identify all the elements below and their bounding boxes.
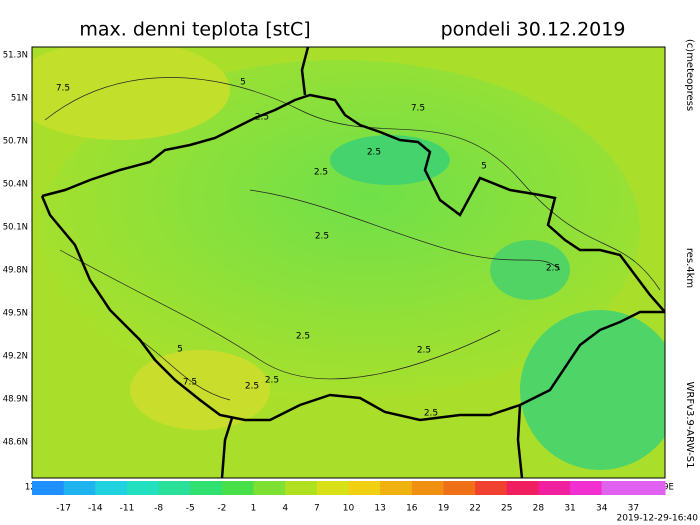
colorbar-segment	[538, 481, 571, 495]
lat-label: 50.4N	[3, 180, 28, 190]
contour-label: 2.5	[255, 113, 269, 123]
contour	[249, 189, 561, 271]
border	[40, 195, 665, 422]
map	[32, 47, 665, 478]
model: WRFv3.9-ARW-S1	[684, 382, 695, 469]
resolution: res.4km	[684, 248, 695, 288]
contour-label: 7.5	[411, 104, 425, 114]
lat-label: 49.8N	[3, 266, 28, 276]
colorbar-segment	[63, 481, 96, 495]
colorbar-label: 31	[564, 504, 575, 514]
colorbar-label: 1	[251, 504, 257, 514]
contour	[59, 249, 501, 380]
colorbar-label: 13	[374, 504, 385, 514]
colorbar-label: 19	[438, 504, 450, 514]
contour-label: 5	[240, 78, 246, 88]
map-frame	[31, 46, 666, 479]
contour-label: 2.5	[546, 264, 560, 274]
contour-label: 2.5	[265, 376, 279, 386]
border	[300, 47, 310, 96]
colorbar-segment	[570, 481, 603, 495]
colorbar-label: 34	[596, 504, 608, 514]
colorbar-segment	[95, 481, 128, 495]
contour-label: 2.5	[296, 332, 310, 342]
contour	[44, 77, 661, 291]
colorbar-segment	[443, 481, 476, 495]
colorbar-segment	[506, 481, 539, 495]
contour-label: 2.5	[245, 382, 259, 392]
contour-label: 5	[177, 345, 183, 355]
colorbar-segment	[126, 481, 160, 495]
colorbar-label: -14	[88, 504, 103, 514]
colorbar-label: 7	[314, 504, 320, 514]
colorbar-label: 25	[501, 504, 512, 514]
colorbar-label: 4	[282, 504, 288, 514]
contour-label: 2.5	[424, 409, 438, 419]
contour-label: 2.5	[314, 168, 328, 178]
colorbar-label: -5	[186, 504, 195, 514]
border	[516, 404, 524, 478]
temp-field	[32, 47, 230, 140]
temp-field	[490, 240, 570, 300]
colorbar-segment	[190, 481, 223, 495]
temp-field	[330, 135, 450, 185]
colorbar-segment	[32, 481, 65, 495]
contour-label: 7.5	[56, 84, 70, 94]
colorbar-segment	[158, 481, 191, 495]
colorbar-segment	[253, 481, 286, 495]
colorbar-segment	[285, 481, 318, 495]
contour-label: 2.5	[417, 346, 431, 356]
lat-label: 48.9N	[3, 395, 28, 405]
colorbar-label: 37	[628, 504, 639, 514]
lat-label: 48.6N	[3, 438, 28, 448]
date: pondeli 30.12.2019	[441, 19, 626, 41]
lat-label: 50.1N	[3, 223, 28, 233]
timestamp: 2019-12-29-16:40	[617, 514, 699, 524]
colorbar-segment	[601, 481, 634, 495]
colorbar-label: -2	[217, 504, 226, 514]
lat-label: 49.2N	[3, 352, 28, 362]
colorbar-label: 16	[406, 504, 418, 514]
contour-label: 2.5	[315, 232, 329, 242]
colorbar-segment	[411, 481, 444, 495]
lat-label: 51.3N	[3, 51, 28, 61]
lat-label: 49.5N	[3, 309, 28, 319]
copyright: (c)meteopress	[684, 39, 695, 111]
colorbar-label: -17	[56, 504, 71, 514]
border	[41, 93, 665, 313]
colorbar-segment	[221, 481, 255, 495]
colorbar-segment	[380, 481, 413, 495]
border	[220, 417, 234, 478]
contour-label: 5	[481, 162, 487, 172]
temp-field	[520, 310, 665, 470]
colorbar-label: 10	[343, 504, 355, 514]
colorbar-label: 28	[533, 504, 545, 514]
contour-label: 7.5	[183, 378, 197, 388]
lat-label: 51N	[11, 94, 28, 104]
contour-label: 2.5	[367, 148, 381, 158]
colorbar-segment	[633, 481, 666, 495]
contour	[139, 339, 231, 401]
colorbar-segment	[475, 481, 508, 495]
colorbar-segment	[316, 481, 349, 495]
lon-label: 19E	[658, 483, 674, 493]
colorbar-label: 22	[469, 504, 480, 514]
colorbar-label: -11	[120, 504, 135, 514]
colorbar-label: -8	[154, 504, 163, 514]
lat-label: 50.7N	[3, 137, 28, 147]
title: max. denni teplota [stC]	[79, 19, 310, 41]
colorbar-segment	[348, 481, 381, 495]
